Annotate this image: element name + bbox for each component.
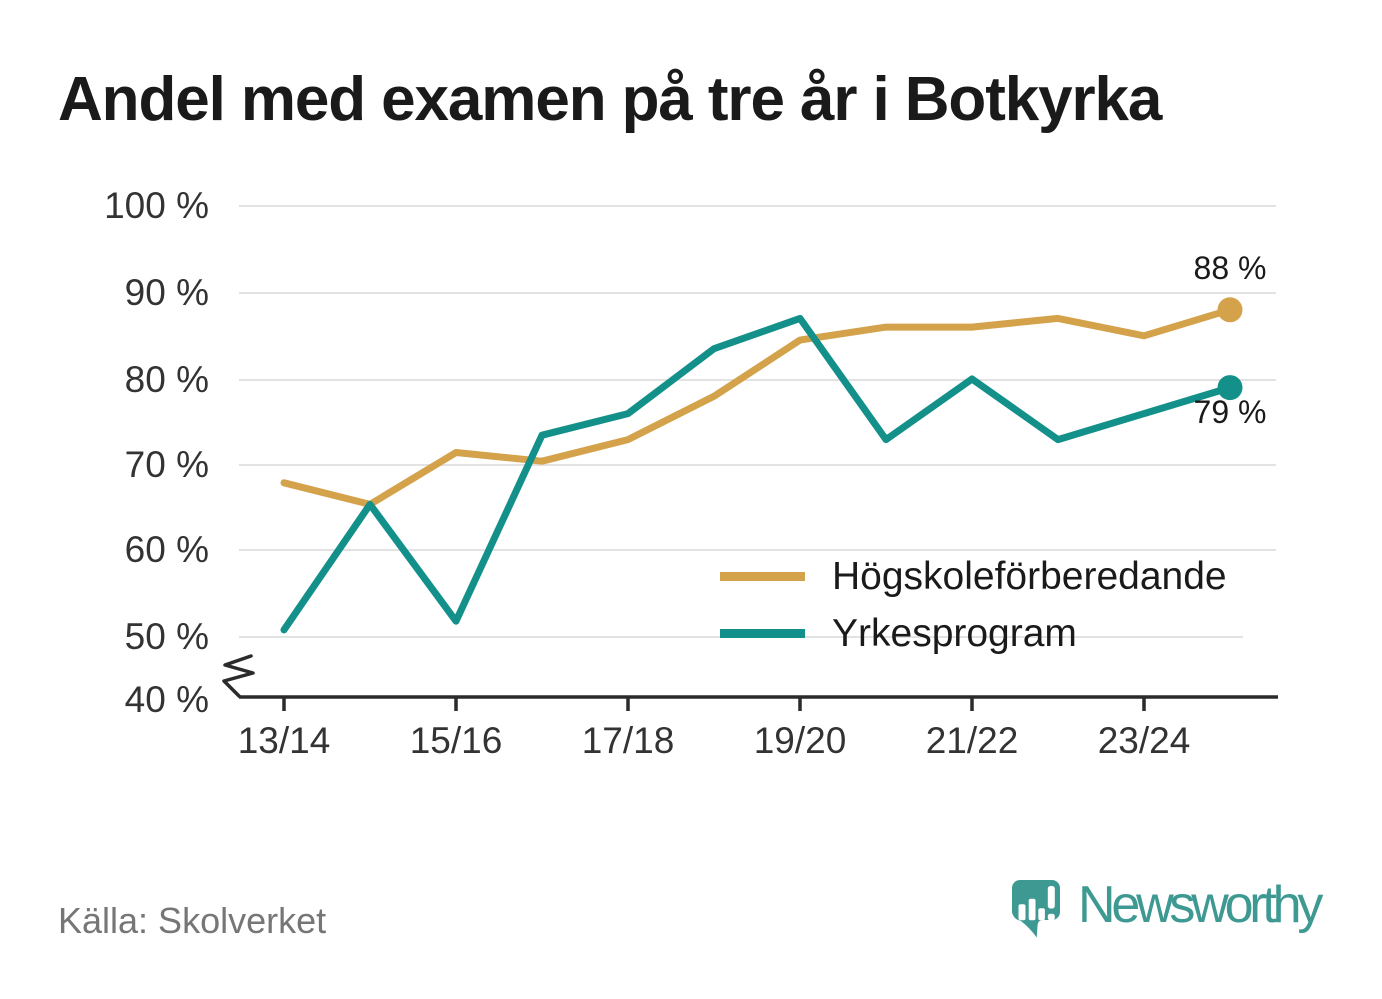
svg-text:Yrkesprogram: Yrkesprogram — [832, 612, 1077, 655]
svg-text:17/18: 17/18 — [582, 720, 675, 761]
svg-text:100 %: 100 % — [104, 185, 209, 226]
svg-text:15/16: 15/16 — [410, 720, 503, 761]
svg-text:70 %: 70 % — [125, 444, 209, 485]
svg-text:19/20: 19/20 — [754, 720, 847, 761]
svg-text:Högskoleförberedande: Högskoleförberedande — [832, 555, 1227, 598]
svg-text:Newsworthy: Newsworthy — [1078, 876, 1323, 934]
svg-text:60 %: 60 % — [125, 529, 209, 570]
svg-text:13/14: 13/14 — [238, 720, 331, 761]
svg-text:90 %: 90 % — [125, 272, 209, 313]
svg-text:88 %: 88 % — [1194, 250, 1267, 286]
svg-text:79 %: 79 % — [1194, 394, 1267, 430]
svg-text:21/22: 21/22 — [926, 720, 1019, 761]
svg-text:50 %: 50 % — [125, 616, 209, 657]
svg-text:23/24: 23/24 — [1098, 720, 1191, 761]
svg-text:80 %: 80 % — [125, 359, 209, 400]
svg-text:40 %: 40 % — [125, 679, 209, 720]
